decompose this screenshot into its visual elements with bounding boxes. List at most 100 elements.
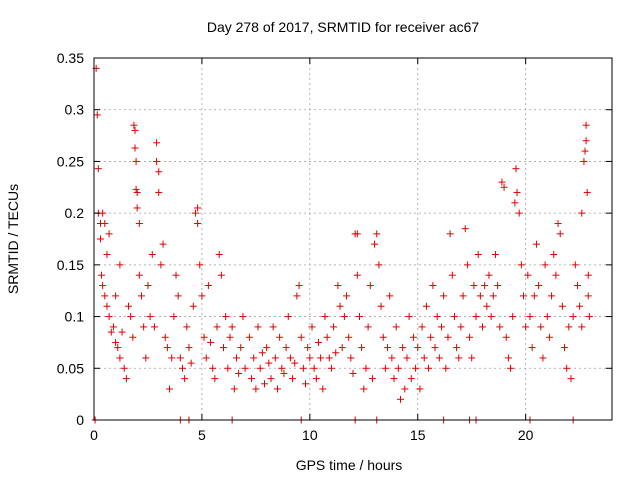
data-point <box>200 333 208 341</box>
data-point <box>487 313 495 321</box>
data-point <box>582 137 590 145</box>
data-point <box>132 185 140 193</box>
y-tick-label: 0.15 <box>57 257 84 273</box>
data-point <box>336 302 344 310</box>
data-point <box>565 323 573 331</box>
data-point <box>468 354 476 362</box>
data-point <box>211 375 219 383</box>
data-point <box>252 385 260 393</box>
data-point <box>101 219 109 227</box>
y-tick-label: 0.35 <box>57 50 84 66</box>
data-point <box>319 385 327 393</box>
data-point <box>407 375 415 383</box>
data-point <box>437 323 445 331</box>
data-point <box>202 354 210 362</box>
data-point <box>131 126 139 134</box>
data-point <box>491 251 499 259</box>
data-point <box>571 261 579 269</box>
data-point <box>105 313 113 321</box>
data-point <box>515 209 523 217</box>
data-point <box>545 333 553 341</box>
data-point <box>567 375 575 383</box>
data-point <box>107 328 115 336</box>
data-point <box>483 302 491 310</box>
data-point <box>280 369 288 377</box>
data-point <box>129 333 137 341</box>
data-point <box>466 333 474 341</box>
data-point <box>362 364 370 372</box>
data-point <box>530 292 538 300</box>
data-point <box>148 251 156 259</box>
y-tick-labels: 0 0.05 0.1 0.15 0.2 0.25 0.3 0.35 <box>57 50 84 428</box>
data-point <box>580 157 588 165</box>
data-point <box>420 354 428 362</box>
data-point <box>293 292 301 300</box>
data-point <box>118 328 126 336</box>
data-point <box>174 292 182 300</box>
data-point <box>284 313 292 321</box>
data-point <box>563 364 571 372</box>
data-point <box>453 344 461 352</box>
data-point <box>185 344 193 352</box>
data-point <box>112 338 120 346</box>
data-point <box>282 344 290 352</box>
data-point <box>532 240 540 248</box>
data-point <box>304 344 312 352</box>
data-point <box>172 271 180 279</box>
data-point <box>343 292 351 300</box>
data-point <box>96 235 104 243</box>
data-point <box>511 199 519 207</box>
chart-title: Day 278 of 2017, SRMTID for receiver ac6… <box>207 19 480 35</box>
data-point <box>159 240 167 248</box>
data-point <box>209 364 217 372</box>
data-point <box>302 380 310 388</box>
data-point <box>120 364 128 372</box>
data-point <box>99 282 107 290</box>
data-point <box>105 230 113 238</box>
y-tick-label: 0.25 <box>57 153 84 169</box>
data-point <box>220 344 227 352</box>
data-point <box>429 282 437 290</box>
data-point <box>256 364 264 372</box>
data-point <box>394 364 402 372</box>
x-tick-label: 20 <box>518 427 534 443</box>
data-point <box>112 292 120 300</box>
data-point <box>222 313 230 321</box>
data-point <box>127 313 135 321</box>
data-point <box>132 157 140 165</box>
data-point <box>291 359 299 367</box>
data-point <box>401 385 409 393</box>
data-point <box>130 121 138 129</box>
data-point <box>366 282 374 290</box>
data-point <box>433 313 441 321</box>
data-point <box>457 323 465 331</box>
data-point <box>144 282 152 290</box>
data-point <box>166 385 174 393</box>
data-point <box>109 323 117 331</box>
data-point <box>582 121 590 129</box>
data-point <box>207 338 215 346</box>
data-point <box>512 165 520 173</box>
data-point <box>98 271 106 279</box>
data-point <box>176 354 184 362</box>
data-point <box>522 323 530 331</box>
data-point <box>103 302 111 310</box>
data-point <box>155 188 163 196</box>
data-point <box>135 219 143 227</box>
data-point <box>578 323 586 331</box>
data-point <box>250 354 258 362</box>
data-point <box>125 302 133 310</box>
data-point <box>94 165 102 173</box>
data-point <box>364 323 372 331</box>
data-point <box>513 188 521 196</box>
data-point <box>204 282 212 290</box>
data-point <box>258 349 266 357</box>
data-point <box>235 369 243 377</box>
data-point <box>524 271 532 279</box>
data-point <box>381 364 389 372</box>
data-point <box>422 302 430 310</box>
data-point <box>548 292 556 300</box>
data-point <box>340 313 348 321</box>
data-point <box>353 230 361 238</box>
x-tick-label: 15 <box>410 427 426 443</box>
